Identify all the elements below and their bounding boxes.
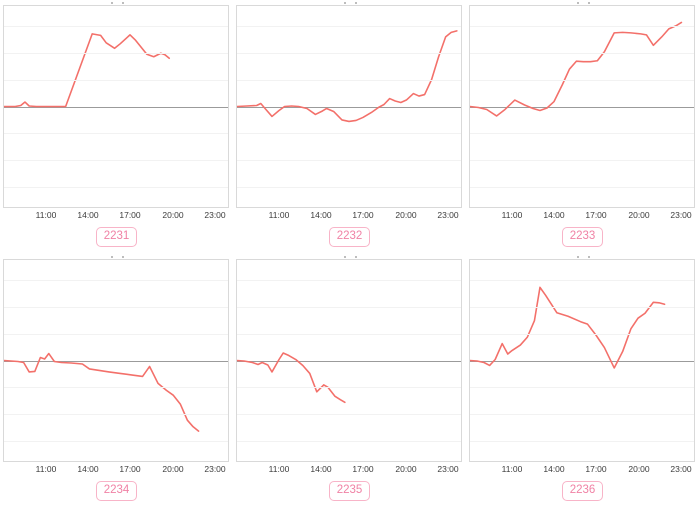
x-axis: 11:00 14:00 17:00 20:00 23:00 <box>0 208 233 223</box>
cropped-title-fragment <box>233 254 466 259</box>
badge-row: 2235 <box>233 477 466 505</box>
x-tick-label: 11:00 <box>501 210 523 220</box>
x-tick-label: 20:00 <box>395 210 417 220</box>
line-series <box>470 286 666 369</box>
chart-id-badge[interactable]: 2231 <box>95 226 138 248</box>
x-tick-label: 17:00 <box>119 210 141 220</box>
line-series <box>4 352 200 432</box>
chart-id-badge[interactable]: 2232 <box>328 226 371 248</box>
x-tick-label: 20:00 <box>162 464 184 474</box>
x-tick-label: 20:00 <box>395 464 417 474</box>
chart-panel-2233 <box>469 5 695 208</box>
x-tick-label: 14:00 <box>77 210 99 220</box>
chart-panel-2234 <box>3 259 229 462</box>
chart-panel-2235 <box>236 259 462 462</box>
badge-row: 2232 <box>233 223 466 251</box>
x-tick-label: 17:00 <box>352 210 374 220</box>
x-tick-label: 17:00 <box>585 210 607 220</box>
cropped-title-fragment <box>0 0 233 5</box>
x-axis: 11:00 14:00 17:00 20:00 23:00 <box>233 208 466 223</box>
x-tick-label: 14:00 <box>310 464 332 474</box>
x-tick-label: 14:00 <box>543 210 565 220</box>
chart-panel-2232 <box>236 5 462 208</box>
x-axis: 11:00 14:00 17:00 20:00 23:00 <box>466 462 699 477</box>
x-tick-label: 23:00 <box>204 210 226 220</box>
badge-row: 2236 <box>466 477 699 505</box>
x-tick-label: 14:00 <box>543 464 565 474</box>
x-tick-label: 20:00 <box>162 210 184 220</box>
chart-cell-2233: 11:00 14:00 17:00 20:00 23:00 2233 <box>466 0 699 254</box>
x-tick-label: 23:00 <box>670 464 692 474</box>
cropped-title-fragment <box>466 0 699 5</box>
x-tick-label: 23:00 <box>437 464 459 474</box>
line-series <box>4 33 171 108</box>
line-series <box>470 21 683 117</box>
x-tick-label: 20:00 <box>628 210 650 220</box>
chart-cell-2231: 11:00 14:00 17:00 20:00 23:00 2231 <box>0 0 233 254</box>
cropped-title-fragment <box>466 254 699 259</box>
x-axis: 11:00 14:00 17:00 20:00 23:00 <box>466 208 699 223</box>
x-tick-label: 17:00 <box>585 464 607 474</box>
chart-cell-2235: 11:00 14:00 17:00 20:00 23:00 2235 <box>233 254 466 508</box>
x-axis: 11:00 14:00 17:00 20:00 23:00 <box>0 462 233 477</box>
chart-id-badge[interactable]: 2233 <box>561 226 604 248</box>
x-tick-label: 11:00 <box>268 210 290 220</box>
cropped-title-fragment <box>0 254 233 259</box>
badge-row: 2234 <box>0 477 233 505</box>
cropped-title-fragment <box>233 0 466 5</box>
chart-cell-2234: 11:00 14:00 17:00 20:00 23:00 2234 <box>0 254 233 508</box>
x-tick-label: 23:00 <box>204 464 226 474</box>
chart-id-badge[interactable]: 2234 <box>95 480 138 502</box>
x-tick-label: 11:00 <box>268 464 290 474</box>
chart-panel-2236 <box>469 259 695 462</box>
x-axis: 11:00 14:00 17:00 20:00 23:00 <box>233 462 466 477</box>
x-tick-label: 20:00 <box>628 464 650 474</box>
x-tick-label: 23:00 <box>670 210 692 220</box>
x-tick-label: 11:00 <box>35 210 57 220</box>
badge-row: 2233 <box>466 223 699 251</box>
badge-row: 2231 <box>0 223 233 251</box>
x-tick-label: 14:00 <box>310 210 332 220</box>
x-tick-label: 11:00 <box>501 464 523 474</box>
x-tick-label: 14:00 <box>77 464 99 474</box>
chart-cell-2232: 11:00 14:00 17:00 20:00 23:00 2232 <box>233 0 466 254</box>
chart-panel-2231 <box>3 5 229 208</box>
line-series <box>237 30 458 123</box>
chart-id-badge[interactable]: 2235 <box>328 480 371 502</box>
x-tick-label: 23:00 <box>437 210 459 220</box>
x-tick-label: 17:00 <box>119 464 141 474</box>
x-tick-label: 17:00 <box>352 464 374 474</box>
chart-cell-2236: 11:00 14:00 17:00 20:00 23:00 2236 <box>466 254 699 508</box>
line-series <box>237 352 346 404</box>
x-tick-label: 11:00 <box>35 464 57 474</box>
chart-id-badge[interactable]: 2236 <box>561 480 604 502</box>
